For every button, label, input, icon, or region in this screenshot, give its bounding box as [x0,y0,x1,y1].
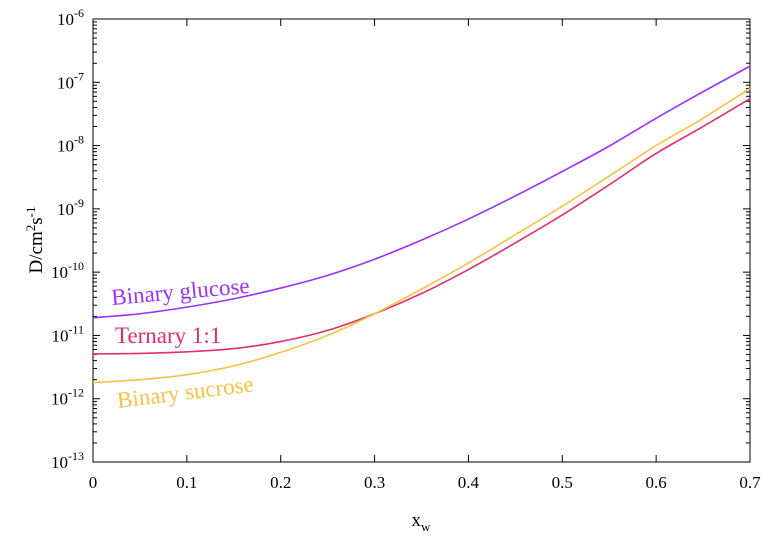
x-tick-label: 0.1 [176,473,197,492]
x-tick-label: 0 [89,473,98,492]
x-tick-labels: 0 0.1 0.2 0.3 0.4 0.5 0.6 0.7 [89,473,761,492]
y-tick-label: 10-12 [51,386,84,409]
y-tick-label: 10-7 [57,69,84,92]
y-tick-label: 10-6 [57,6,84,29]
y-axis-title: D/cm2s-1 [23,207,47,274]
y-tick-labels: 10-6 10-7 10-8 10-9 10-10 10-11 10-12 10-13 [51,6,84,472]
y-tick-label: 10-11 [51,322,84,345]
tick-marks [92,18,751,463]
series-label-binary-sucrose: Binary sucrose [116,371,255,413]
y-tick-label: 10-10 [51,259,84,282]
x-axis-title: xw [412,510,432,534]
y-tick-label: 10-13 [51,449,84,472]
x-tick-label: 0.6 [646,473,667,492]
x-tick-label: 0.2 [270,473,291,492]
y-tick-label: 10-8 [57,133,84,156]
series-label-binary-glucose: Binary glucose [110,273,250,310]
x-tick-label: 0.7 [739,473,761,492]
series-line-binary-glucose [92,65,751,319]
plot-frame [92,18,751,463]
x-tick-label: 0.3 [364,473,385,492]
series-line-binary-sucrose [92,87,751,384]
series-label-ternary: Ternary 1:1 [115,323,221,348]
y-tick-label: 10-9 [57,196,84,219]
series-curves [92,65,751,384]
series-line-ternary-1-1 [92,98,751,355]
x-tick-label: 0.5 [552,473,573,492]
x-tick-label: 0.4 [458,473,480,492]
